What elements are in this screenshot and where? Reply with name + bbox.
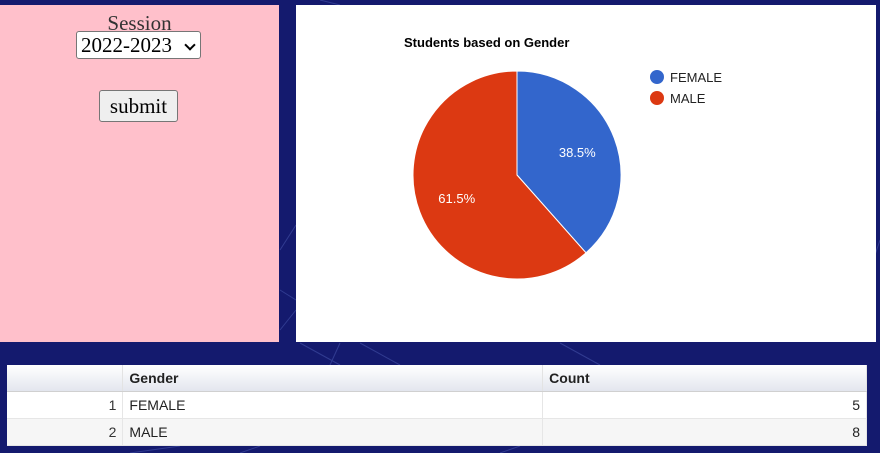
row-number: 2 <box>7 418 124 446</box>
submit-button[interactable]: submit <box>99 90 178 122</box>
legend-swatch-male <box>650 91 664 105</box>
slice-label-male: 61.5% <box>438 191 475 206</box>
table-row[interactable]: 2 MALE 8 <box>7 418 867 446</box>
count-cell: 5 <box>542 391 867 419</box>
pie-slice-male[interactable] <box>412 70 587 280</box>
slice-label-female: 38.5% <box>559 145 596 160</box>
table-header-row: Gender Count <box>7 365 867 392</box>
session-panel: Session 2022-2023 submit <box>0 5 279 342</box>
session-select[interactable]: 2022-2023 <box>76 31 201 59</box>
column-header-index[interactable] <box>7 365 124 392</box>
gender-cell: FEMALE <box>122 391 544 419</box>
legend-label-female[interactable]: FEMALE <box>670 70 722 85</box>
table-row[interactable]: 1 FEMALE 5 <box>7 391 867 419</box>
column-header-count[interactable]: Count <box>542 365 867 392</box>
gender-cell: MALE <box>122 418 544 446</box>
pie-slice-female[interactable] <box>516 70 622 254</box>
chart-title: Students based on Gender <box>404 35 569 50</box>
count-cell: 8 <box>542 418 867 446</box>
gender-pie-chart: Students based on Gender 38.5% 61.5% FEMA… <box>296 5 876 342</box>
row-number: 1 <box>7 391 124 419</box>
pie-chart-canvas: Students based on Gender 38.5% 61.5% FEMA… <box>404 35 722 280</box>
column-header-gender[interactable]: Gender <box>122 365 544 392</box>
chevron-down-icon <box>184 39 196 51</box>
session-select-value: 2022-2023 <box>81 32 172 57</box>
gender-count-table: Gender Count 1 FEMALE 5 2 MALE 8 <box>7 365 867 446</box>
legend-label-male[interactable]: MALE <box>670 91 706 106</box>
legend-swatch-female <box>650 70 664 84</box>
